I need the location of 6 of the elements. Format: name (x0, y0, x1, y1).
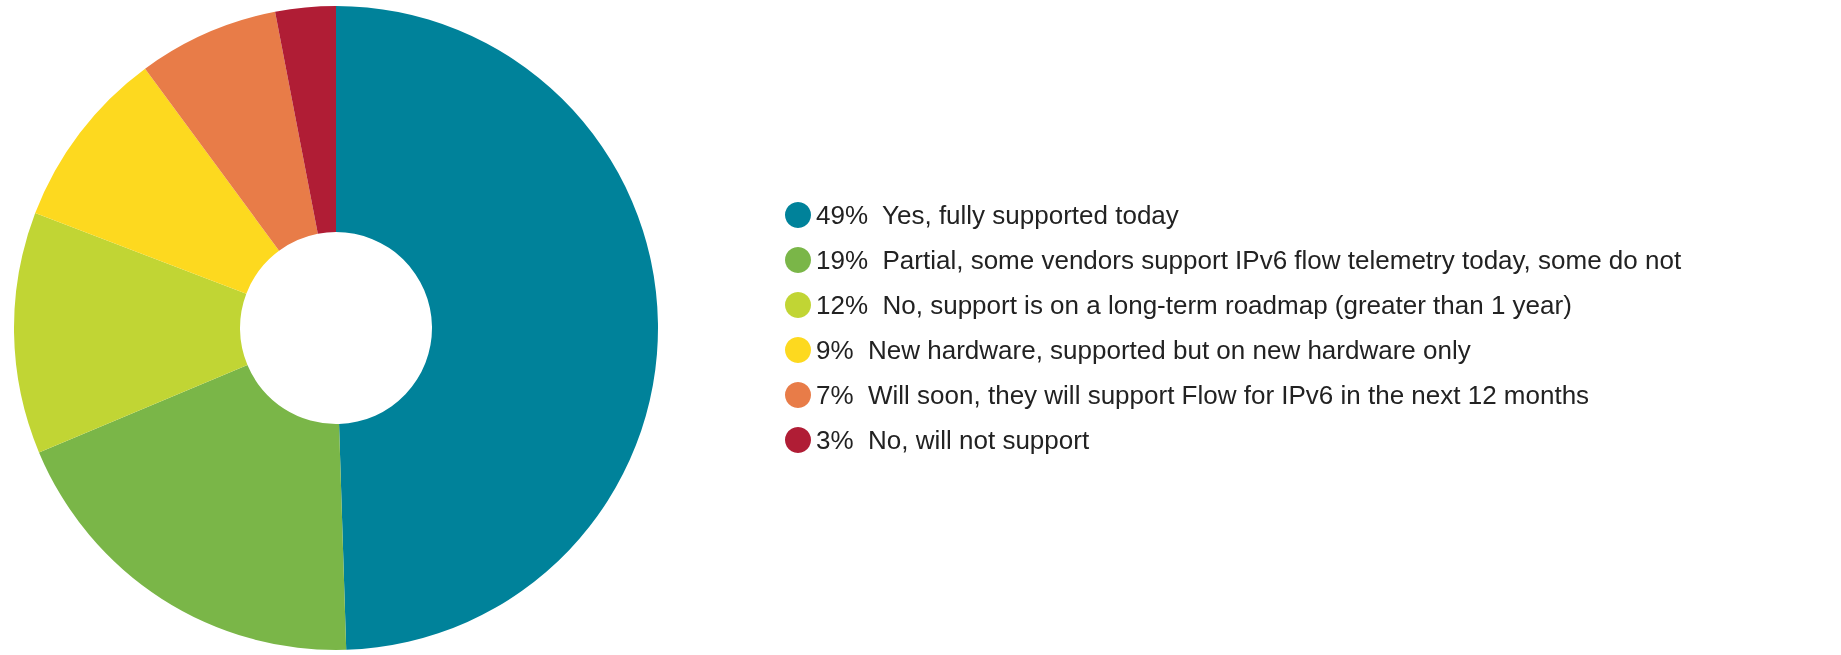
legend-label: 3% No, will not support (816, 425, 1090, 455)
legend-label: 19% Partial, some vendors support IPv6 flow telemetry today, some do not (816, 245, 1682, 275)
legend-label: 7% Will soon, they will support Flow for IPv6 in the next 12 months (816, 380, 1590, 410)
legend-label: 9% New hardware, supported but on new hardware only (816, 335, 1471, 365)
legend-label: 12% No, support is on a long-term roadmap (greater than 1 year) (816, 290, 1572, 320)
legend-label: 49% Yes, fully supported today (816, 200, 1179, 230)
